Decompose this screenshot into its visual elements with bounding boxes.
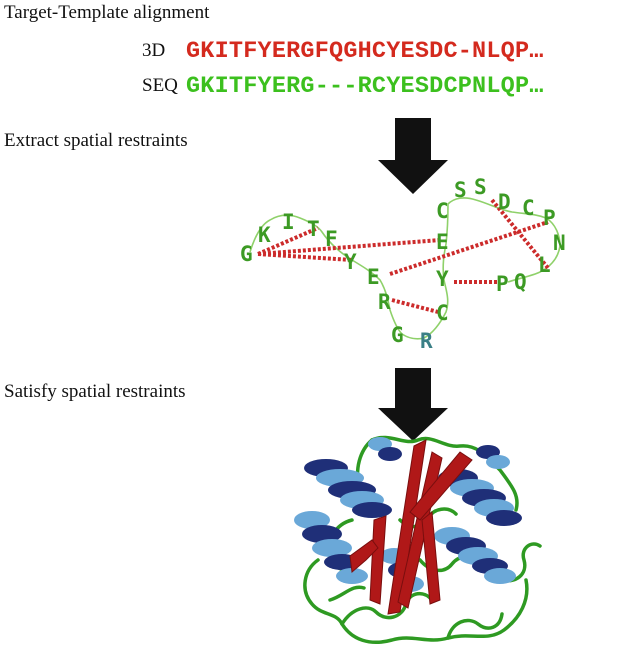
helix-left-upper [304, 459, 392, 518]
extract-heading: Extract spatial restraints [4, 130, 188, 151]
residue-3: I [282, 210, 295, 234]
residue-19: P [543, 206, 556, 230]
helix-right-lower [434, 527, 516, 584]
residue-4: T [307, 217, 320, 241]
residue-21: L [538, 253, 551, 277]
residue-14: C [436, 199, 449, 223]
residue-17: D [498, 190, 511, 214]
alignment-heading: Target-Template alignment [4, 2, 210, 23]
helix-left-lower [294, 511, 368, 584]
residue-16: S [474, 175, 487, 199]
target-label: SEQ [142, 75, 178, 96]
residue-8: R [378, 290, 391, 314]
template-label: 3D [142, 40, 166, 61]
residue-22: Q [514, 270, 527, 294]
residue-5: F [325, 227, 338, 251]
strand-1 [387, 439, 427, 615]
residue-12: Y [436, 267, 449, 291]
strand-4 [409, 451, 473, 521]
residue-13: E [436, 230, 449, 254]
residue-11: C [436, 301, 449, 325]
residue-1: G [240, 242, 253, 266]
residue-2: K [258, 223, 271, 247]
helix-top [368, 437, 510, 469]
alpha-helices [294, 437, 522, 592]
helix-right-upper [438, 469, 522, 526]
satisfy-heading: Satisfy spatial restraints [4, 381, 186, 402]
target-sequence: GKITFYERG---RCYESDCPNLQP… [186, 73, 544, 100]
residue-6: Y [344, 250, 357, 274]
backbone-trace [249, 197, 561, 340]
residue-15: S [454, 178, 467, 202]
residue-labels: G K I T F Y E R G R C Y E C S S D C P N … [240, 175, 566, 353]
residue-10: R [420, 329, 433, 353]
down-arrow-1 [378, 118, 448, 194]
strand-5 [421, 511, 441, 605]
residue-18: C [522, 196, 535, 220]
down-arrow-2 [378, 368, 448, 441]
beta-strands [349, 439, 473, 615]
residue-20: N [553, 231, 566, 255]
strand-3 [369, 515, 387, 605]
loop-coils [303, 435, 542, 645]
restraint-lines [257, 198, 550, 314]
residue-9: G [391, 323, 404, 347]
residue-7: E [367, 265, 380, 289]
residue-23: P [496, 272, 509, 296]
strand-6 [349, 539, 379, 573]
template-sequence: GKITFYERGFQGHCYESDC-NLQP… [186, 38, 544, 65]
